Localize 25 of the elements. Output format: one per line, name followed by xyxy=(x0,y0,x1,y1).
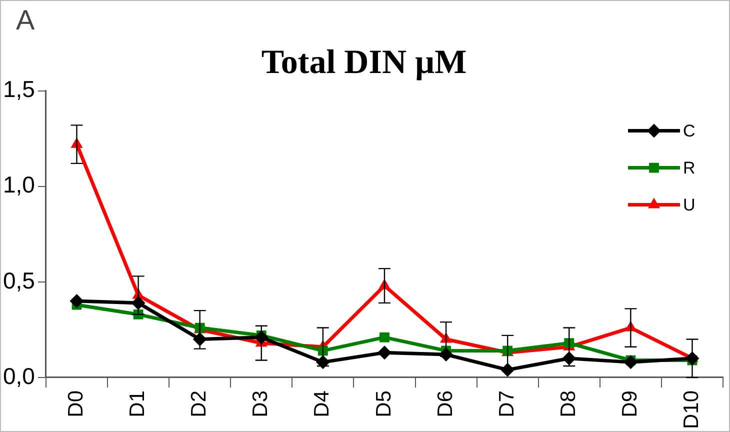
x-tick-label: D3 xyxy=(249,390,272,418)
x-tick-label: D10 xyxy=(680,390,704,430)
y-tick-label: 1,0 xyxy=(2,172,35,198)
y-tick-label: 1,5 xyxy=(2,76,35,102)
x-tick-label: D6 xyxy=(434,390,457,418)
point xyxy=(70,294,84,308)
x-tick-label: D8 xyxy=(556,390,580,418)
y-tick-label: 0,0 xyxy=(2,362,35,389)
point xyxy=(380,332,390,342)
point xyxy=(254,330,268,344)
legend-label: C xyxy=(683,121,696,140)
x-tick-label: D0 xyxy=(64,390,88,418)
text: A xyxy=(16,4,35,36)
legend-label: U xyxy=(683,195,696,214)
chart-title: Total DIN µM xyxy=(261,44,467,82)
x-tick-label: D7 xyxy=(495,390,518,418)
x-tick-label: D1 xyxy=(126,390,150,418)
point xyxy=(624,355,638,370)
y-tick-label: 0,5 xyxy=(2,267,35,294)
legend-label: R xyxy=(683,158,696,178)
x-tick-label: D9 xyxy=(618,390,642,418)
x-tick-label: D2 xyxy=(188,390,211,418)
x-tick-label: D4 xyxy=(310,390,334,418)
point xyxy=(377,346,392,360)
x-tick-label: D5 xyxy=(372,390,396,418)
